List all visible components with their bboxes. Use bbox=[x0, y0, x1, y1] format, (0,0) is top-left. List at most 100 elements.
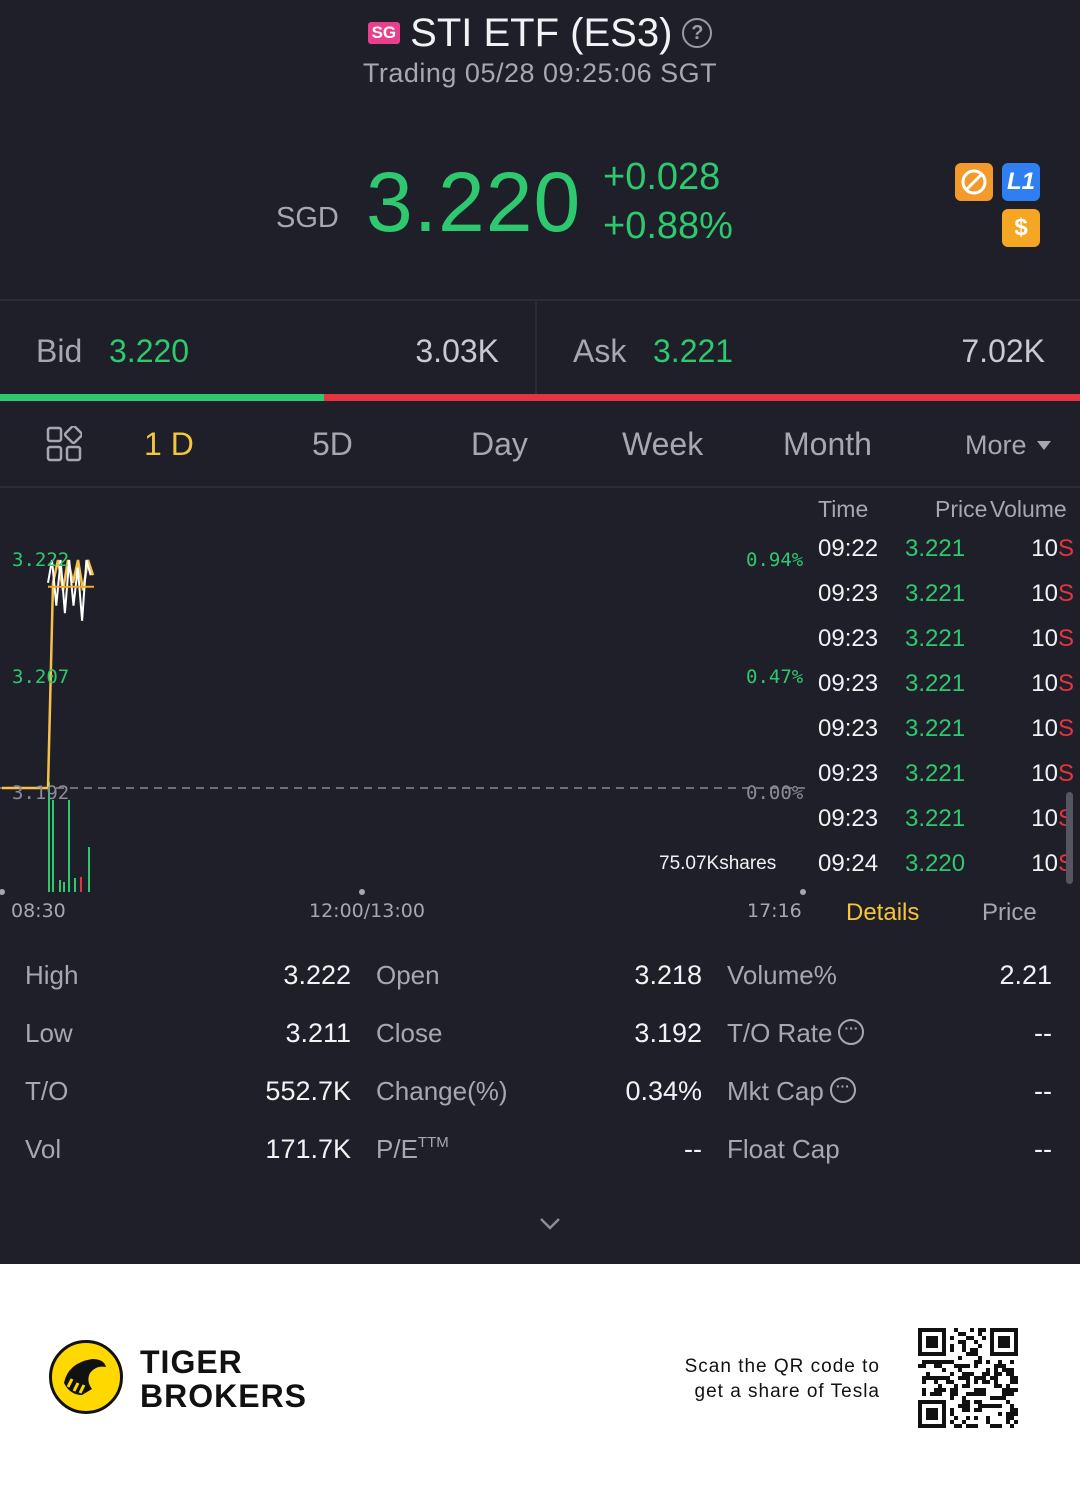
qr-module bbox=[974, 1388, 978, 1392]
tick-price: 3.220 bbox=[905, 850, 966, 877]
qr-module bbox=[946, 1360, 950, 1364]
qr-module bbox=[942, 1376, 946, 1380]
qr-module bbox=[970, 1336, 974, 1340]
tick-time: 09:24 bbox=[818, 850, 879, 877]
tick-price: 3.221 bbox=[905, 760, 966, 787]
qr-module bbox=[1014, 1420, 1018, 1424]
qr-module bbox=[978, 1328, 982, 1332]
qr-module bbox=[990, 1404, 994, 1408]
chart-layout-icon[interactable] bbox=[46, 426, 82, 462]
title-row: SG STI ETF (ES3) ? bbox=[0, 8, 1080, 58]
more-info-icon[interactable]: ··· bbox=[829, 1077, 856, 1104]
ticks-header-time: Time bbox=[818, 496, 869, 522]
tab-details[interactable]: Details bbox=[846, 899, 920, 926]
stat-open-value: 3.218 bbox=[634, 960, 702, 990]
qr-module bbox=[998, 1372, 1002, 1376]
qr-module bbox=[958, 1340, 962, 1344]
ticks-scrollbar[interactable] bbox=[1066, 792, 1073, 884]
no-shorting-icon[interactable] bbox=[955, 163, 993, 201]
qr-module bbox=[958, 1404, 962, 1408]
qr-module bbox=[962, 1408, 966, 1412]
qr-module bbox=[958, 1376, 962, 1380]
qr-module bbox=[978, 1344, 982, 1348]
qr-module bbox=[958, 1332, 962, 1336]
qr-module bbox=[990, 1396, 994, 1400]
qr-module bbox=[950, 1412, 954, 1416]
tick-side: S bbox=[1057, 535, 1074, 562]
stat-torate-value: -- bbox=[1034, 1018, 1052, 1048]
ask-section[interactable]: Ask 3.221 7.02K bbox=[538, 301, 1080, 396]
qr-module bbox=[982, 1372, 986, 1376]
brand-line-2: BROKERS bbox=[140, 1378, 308, 1414]
qr-module bbox=[970, 1392, 974, 1396]
qr-module bbox=[994, 1364, 998, 1368]
pe-sup: TTM bbox=[417, 1134, 449, 1151]
stat-mktcap-label: Mkt Cap ··· bbox=[727, 1076, 856, 1107]
help-icon[interactable]: ? bbox=[682, 18, 713, 48]
tick-price: 3.221 bbox=[905, 670, 966, 697]
qr-module bbox=[966, 1364, 970, 1368]
qr-module bbox=[998, 1404, 1002, 1408]
tab-week[interactable]: Week bbox=[622, 426, 704, 462]
qr-module bbox=[994, 1396, 998, 1400]
qr-module bbox=[1006, 1384, 1010, 1388]
qr-module bbox=[1010, 1392, 1014, 1396]
qr-module bbox=[926, 1376, 930, 1380]
more-info-icon[interactable]: ··· bbox=[838, 1019, 865, 1046]
stat-change-value: 0.34% bbox=[625, 1076, 702, 1106]
tick-row: 09:22 3.221 10 S bbox=[810, 535, 1080, 580]
qr-module bbox=[958, 1356, 962, 1360]
stat-vol-value: 171.7K bbox=[265, 1134, 351, 1164]
qr-module bbox=[998, 1412, 1002, 1416]
qr-module bbox=[994, 1384, 998, 1388]
tick-side: S bbox=[1057, 625, 1074, 652]
qr-code[interactable] bbox=[918, 1328, 1018, 1428]
time-and-sales[interactable]: Time Price Volume 09:22 3.221 10 S 09:23 3.22… bbox=[810, 490, 1080, 930]
stat-high-label: High bbox=[25, 960, 79, 990]
qr-module bbox=[954, 1416, 958, 1420]
tab-day[interactable]: Day bbox=[471, 426, 528, 462]
qr-module bbox=[954, 1392, 958, 1396]
bid-section[interactable]: Bid 3.220 3.03K bbox=[0, 301, 537, 396]
tab-1d[interactable]: 1 D bbox=[144, 426, 194, 462]
stat-to-label: T/O bbox=[25, 1076, 69, 1106]
qr-module bbox=[974, 1400, 978, 1404]
qr-module bbox=[938, 1360, 942, 1364]
qr-module bbox=[1002, 1388, 1006, 1392]
stat-floatcap-value: -- bbox=[1034, 1134, 1052, 1164]
stats-grid: High 3.222 Low 3.211 T/O 552.7K Vol 171.… bbox=[0, 946, 1080, 1186]
tick-price: 3.221 bbox=[905, 715, 966, 742]
qr-module bbox=[982, 1392, 986, 1396]
tab-price[interactable]: Price bbox=[982, 899, 1037, 926]
ticks-header-volume: Volume bbox=[990, 496, 1067, 522]
tab-month[interactable]: Month bbox=[783, 426, 872, 462]
intraday-chart[interactable]: 3.222 3.207 3.192 0.94% 0.47% 0.00% 75.0… bbox=[0, 490, 810, 930]
tab-more[interactable]: More bbox=[965, 430, 1051, 461]
qr-module bbox=[950, 1420, 954, 1424]
qr-module bbox=[1010, 1412, 1014, 1416]
qr-module bbox=[950, 1372, 954, 1376]
qr-module bbox=[974, 1416, 978, 1420]
axis-dot bbox=[800, 889, 806, 895]
qr-module bbox=[1010, 1404, 1014, 1408]
qr-module bbox=[954, 1388, 958, 1392]
brand-line-1: TIGER bbox=[140, 1344, 243, 1380]
stat-low-label: Low bbox=[25, 1018, 73, 1048]
stat-close-label: Close bbox=[376, 1018, 443, 1048]
level1-icon[interactable]: L1 bbox=[1002, 163, 1040, 201]
qr-module bbox=[938, 1392, 942, 1396]
qr-module bbox=[934, 1364, 938, 1368]
tick-time: 09:23 bbox=[818, 805, 879, 832]
change-absolute: +0.028 bbox=[603, 156, 721, 198]
dollar-icon[interactable]: $ bbox=[1002, 209, 1040, 247]
stat-open-label: Open bbox=[376, 960, 440, 990]
tab-5d[interactable]: 5D bbox=[312, 426, 353, 462]
qr-module bbox=[966, 1380, 970, 1384]
qr-module bbox=[934, 1360, 938, 1364]
qr-module bbox=[974, 1392, 978, 1396]
qr-module bbox=[1010, 1368, 1014, 1372]
qr-module bbox=[974, 1348, 978, 1352]
chevron-down-icon[interactable] bbox=[538, 1212, 562, 1236]
qr-module bbox=[1002, 1396, 1006, 1400]
ask-size: 7.02K bbox=[961, 333, 1045, 369]
